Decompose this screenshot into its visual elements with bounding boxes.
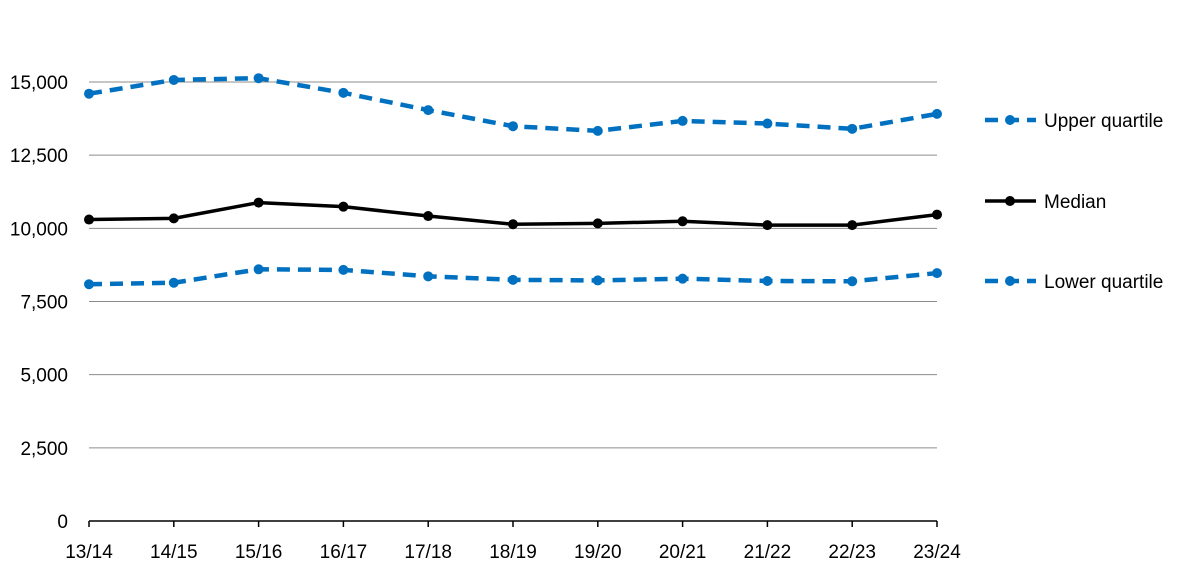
data-point [253, 264, 264, 275]
legend: Upper quartile Median Lower quartile [985, 111, 1163, 293]
data-point [592, 275, 603, 286]
x-tick-label: 16/17 [320, 542, 368, 563]
series-lines [84, 73, 942, 290]
data-point [847, 220, 858, 231]
data-point [423, 271, 434, 282]
legend-item-upper-quartile: Upper quartile [985, 111, 1163, 132]
axes: 0 2,500 5,000 7,500 10,000 12,500 15,000 13/14 1… [10, 73, 961, 563]
data-point [508, 274, 518, 285]
data-point [84, 214, 94, 225]
data-point [847, 276, 858, 287]
data-point [762, 118, 773, 129]
legend-marker [1005, 276, 1015, 286]
data-point [677, 273, 688, 284]
data-point [423, 105, 434, 116]
data-point [762, 220, 773, 231]
legend-label: Upper quartile [1044, 111, 1163, 132]
data-point [253, 73, 264, 84]
data-point [932, 268, 942, 279]
data-point [592, 218, 603, 229]
x-tick-label: 17/18 [404, 542, 452, 563]
y-tick-label: 15,000 [10, 73, 68, 94]
data-point [168, 213, 179, 224]
data-point [84, 279, 94, 290]
legend-label: Median [1044, 192, 1106, 213]
series-lower-quartile [84, 264, 942, 290]
data-point [168, 74, 179, 85]
x-tick-label: 15/16 [235, 542, 283, 563]
y-tick-label: 2,500 [20, 439, 68, 460]
series-median [84, 197, 942, 231]
legend-item-median: Median [985, 192, 1106, 213]
y-tick-label: 0 [57, 512, 68, 533]
data-point [338, 264, 349, 275]
data-point [932, 108, 942, 119]
y-tick-label: 5,000 [20, 366, 68, 387]
gridlines [89, 81, 937, 449]
legend-marker [1005, 196, 1015, 206]
data-point [338, 201, 349, 212]
x-tick-label: 21/22 [744, 542, 792, 563]
x-tick-label: 22/23 [828, 542, 876, 563]
y-tick-label: 12,500 [10, 146, 68, 167]
x-tick-label: 14/15 [150, 542, 198, 563]
data-point [677, 115, 688, 126]
data-point [338, 87, 349, 98]
y-tick-label: 10,000 [10, 219, 68, 240]
x-tick-label: 19/20 [574, 542, 622, 563]
legend-label: Lower quartile [1044, 272, 1163, 293]
data-point [762, 276, 773, 287]
data-point [253, 197, 264, 208]
data-point [932, 209, 942, 220]
x-tick-label: 13/14 [65, 542, 113, 563]
data-point [423, 211, 434, 222]
data-point [592, 125, 603, 136]
data-point [508, 219, 518, 230]
x-tick-label: 23/24 [913, 542, 961, 563]
x-tick-label: 18/19 [489, 542, 537, 563]
legend-item-lower-quartile: Lower quartile [985, 272, 1163, 293]
data-point [508, 121, 518, 132]
data-point [168, 277, 179, 288]
data-point [84, 88, 94, 99]
x-tick-label: 20/21 [659, 542, 707, 563]
data-point [677, 216, 688, 227]
legend-marker [1005, 115, 1015, 125]
y-tick-label: 7,500 [20, 293, 68, 314]
series-upper-quartile [84, 73, 942, 136]
data-point [847, 123, 858, 134]
